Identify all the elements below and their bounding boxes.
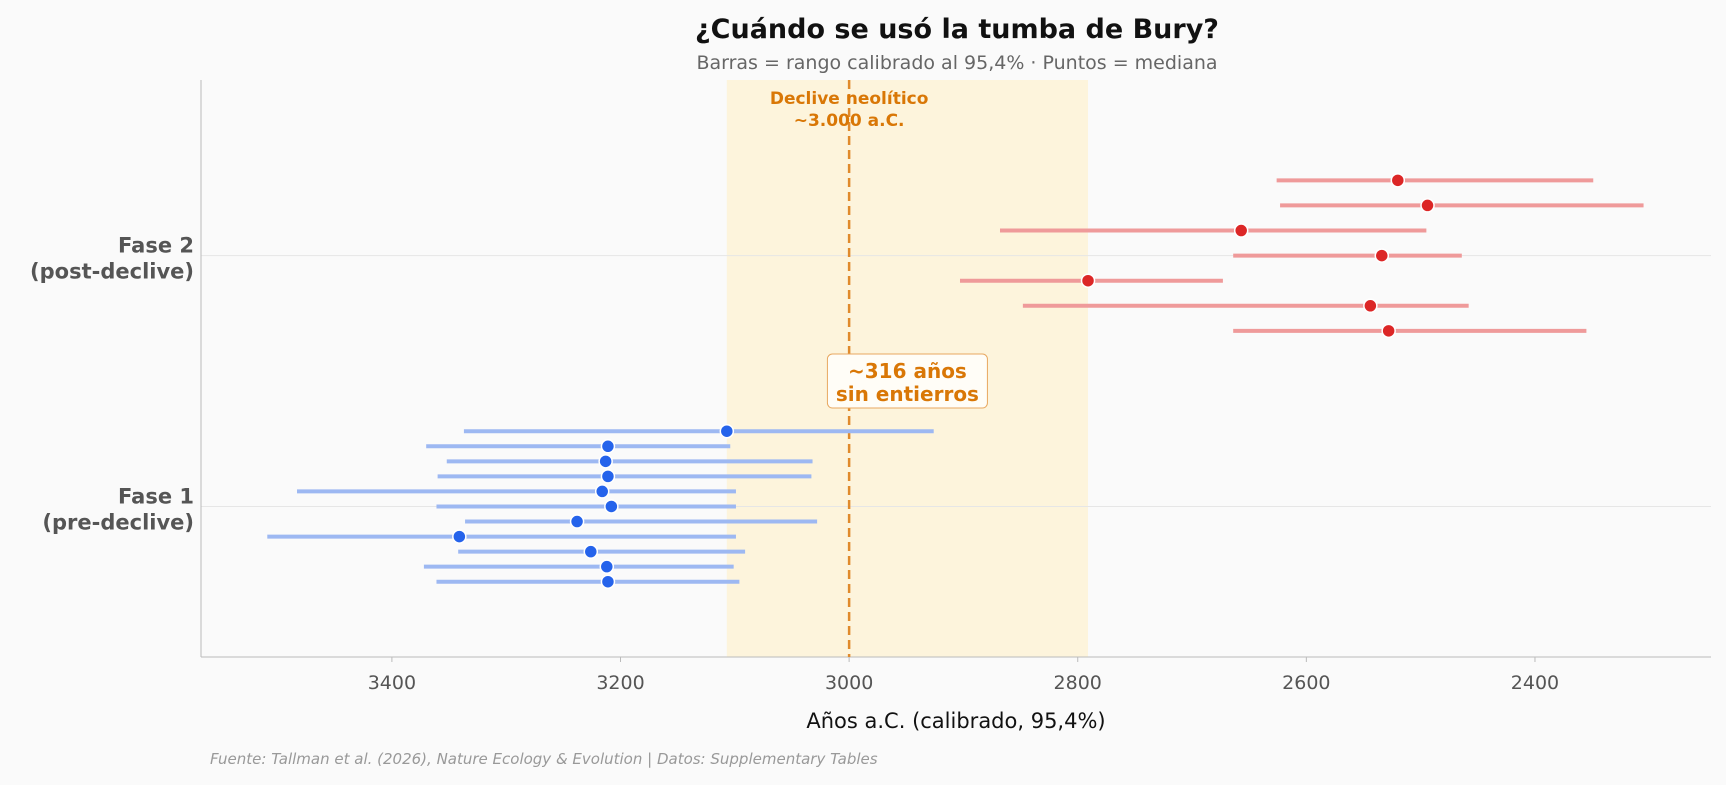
footer-source: Fuente: Tallman et al. (2026), Nature Ec… xyxy=(210,750,878,768)
median-point xyxy=(1420,198,1435,213)
x-tick-label: 2400 xyxy=(1511,672,1559,694)
y-tick-label: (pre-declive) xyxy=(42,510,194,534)
median-point xyxy=(1374,248,1390,263)
median-point xyxy=(1080,273,1096,288)
x-tick-label: 3400 xyxy=(368,672,416,694)
median-point xyxy=(452,529,467,544)
median-point xyxy=(600,439,616,454)
plot-area: 3400 3200 3000 2800 2600 2400 Declive neolític… xyxy=(30,80,1711,694)
x-tick-label: 2800 xyxy=(1054,672,1102,694)
x-axis-label: Años a.C. (calibrado, 95,4%) xyxy=(806,709,1105,733)
chart-title: ¿Cuándo se usó la tumba de Bury? xyxy=(695,14,1219,45)
x-tick-label: 3200 xyxy=(596,672,644,694)
median-point xyxy=(1390,173,1406,188)
median-point xyxy=(569,514,585,529)
y-tick-label: Fase 1 xyxy=(118,484,194,508)
median-point xyxy=(598,454,613,469)
median-point xyxy=(583,544,599,559)
y-tick-label: Fase 2 xyxy=(118,234,194,258)
gap-annotation-text: sin entierros xyxy=(836,382,979,406)
decline-label: Declive neolítico xyxy=(770,89,929,109)
median-point xyxy=(1233,223,1249,238)
x-tick-label: 2600 xyxy=(1282,672,1330,694)
median-point xyxy=(604,499,619,514)
median-point xyxy=(599,559,615,574)
decline-label: ~3.000 a.C. xyxy=(794,111,905,131)
gap-annotation-box xyxy=(826,353,988,409)
x-tick-label: 3000 xyxy=(825,672,873,694)
median-point xyxy=(1381,323,1396,339)
median-point xyxy=(600,469,616,484)
median-point xyxy=(719,423,735,439)
median-point xyxy=(600,574,616,589)
median-point xyxy=(594,484,610,499)
y-tick-label: (post-declive) xyxy=(30,260,194,284)
gap-annotation-text: ~316 años xyxy=(848,359,967,383)
median-point xyxy=(1363,298,1378,314)
chart-subtitle: Barras = rango calibrado al 95,4% · Punt… xyxy=(696,52,1217,74)
